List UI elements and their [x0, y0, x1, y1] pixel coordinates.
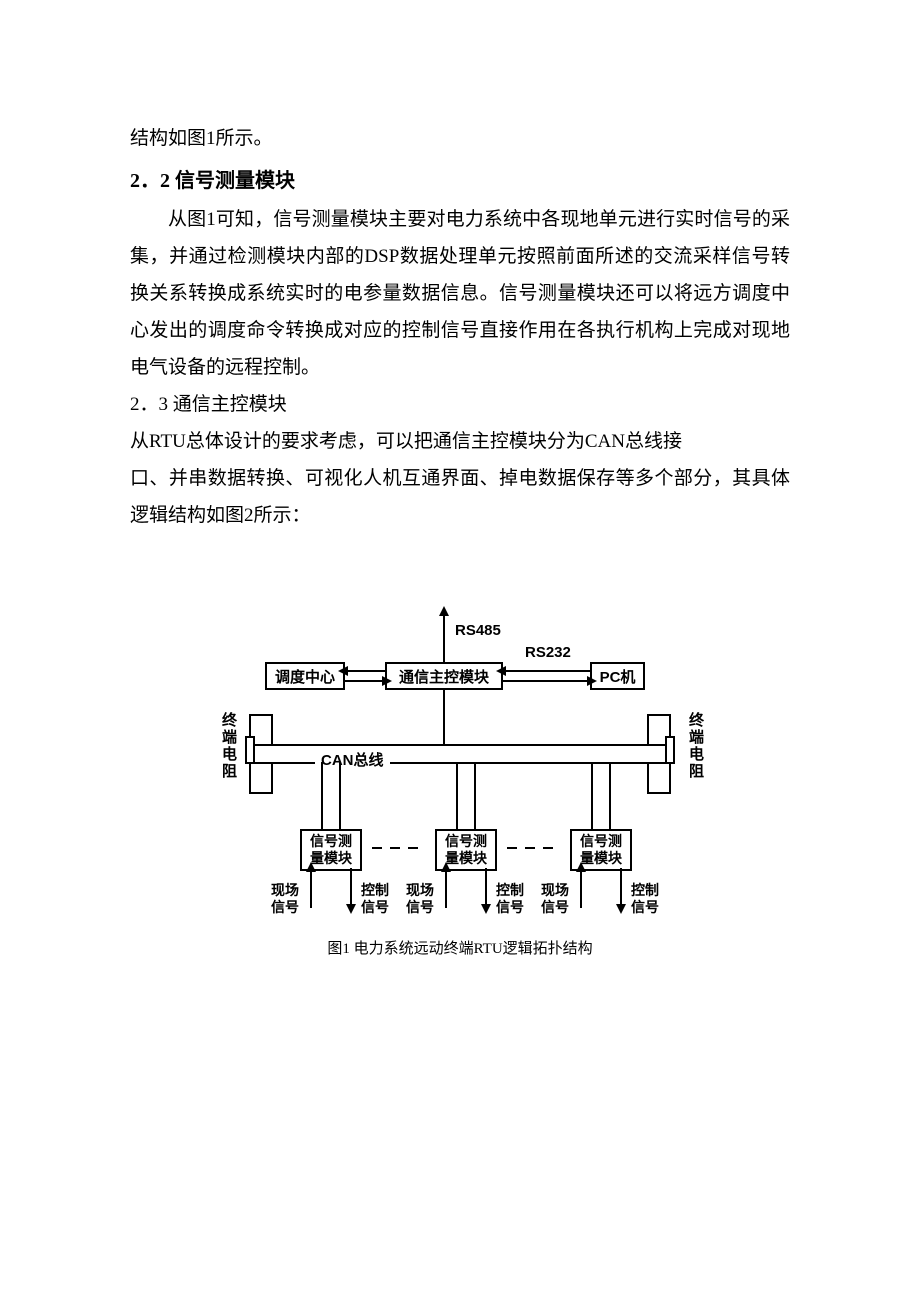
left-resistor-icon: [245, 736, 255, 764]
right-res-bot-line: [669, 764, 671, 794]
section-2-2-body: 从图1可知，信号测量模块主要对电力系统中各现地单元进行实时信号的采集，并通过检测…: [130, 201, 790, 386]
arrow-left-2-icon: [496, 666, 506, 676]
mod3-down-arrow-icon: [616, 904, 626, 914]
mod2-up-arrow-icon: [441, 862, 451, 872]
intro-line: 结构如图1所示。: [130, 120, 790, 157]
right-res-bot-h: [647, 792, 671, 794]
dispatch-center-box: 调度中心: [265, 662, 345, 690]
rs485-line: [443, 614, 445, 662]
arrow-right-icon: [382, 676, 392, 686]
ctrl-signal-label-1: 控制信号: [358, 882, 392, 916]
ctrl-signal-label-2: 控制信号: [493, 882, 527, 916]
left-res-bot-v2: [271, 764, 273, 794]
bus-to-mod1-a: [321, 762, 323, 829]
comm-master-box: 通信主控模块: [385, 662, 503, 690]
signal-module-2-label: 信号测量模块: [445, 833, 487, 866]
dash-2: [390, 847, 400, 849]
site-signal-text-2: 现场信号: [406, 882, 434, 915]
site-signal-label-2: 现场信号: [403, 882, 437, 916]
ctrl-signal-text-3: 控制信号: [631, 882, 659, 915]
figure-1-diagram: RS485 RS232 调度中心 通信主控模块 PC机 CAN总线 终端电阻 终…: [210, 604, 710, 984]
bus-to-mod1-b: [339, 762, 341, 829]
right-term-res-label: 终端电阻: [685, 712, 706, 780]
bus-to-mod2-a: [456, 762, 458, 829]
pc-box: PC机: [590, 662, 645, 690]
dash-3: [408, 847, 418, 849]
right-resistor-icon: [665, 736, 675, 764]
ctrl-signal-text-2: 控制信号: [496, 882, 524, 915]
ctrl-signal-text-1: 控制信号: [361, 882, 389, 915]
mod3-down-line: [620, 868, 622, 908]
site-signal-label-1: 现场信号: [268, 882, 302, 916]
rs485-arrow-icon: [439, 606, 449, 616]
mod1-up-line: [310, 868, 312, 908]
dispatch-comm-line-top: [345, 670, 385, 672]
left-res-bot-h: [249, 792, 273, 794]
mod2-down-line: [485, 868, 487, 908]
left-res-top-v2: [271, 714, 273, 744]
can-bus-top-line: [255, 744, 665, 746]
section-2-2-heading: 2．2 信号测量模块: [130, 161, 790, 201]
rs485-label: RS485: [455, 622, 501, 639]
comm-pc-line-top: [503, 670, 590, 672]
site-signal-text-1: 现场信号: [271, 882, 299, 915]
bus-to-mod2-b: [474, 762, 476, 829]
mod1-down-line: [350, 868, 352, 908]
arrow-left-icon: [338, 666, 348, 676]
mod1-up-arrow-icon: [306, 862, 316, 872]
comm-to-bus-line: [443, 690, 445, 744]
dash-6: [543, 847, 553, 849]
section-2-3-heading: 2．3 通信主控模块: [130, 386, 790, 423]
left-res-top-h: [249, 714, 273, 716]
right-res-top-v2: [647, 714, 649, 744]
signal-module-3-label: 信号测量模块: [580, 833, 622, 866]
dash-5: [525, 847, 535, 849]
arrow-right-2-icon: [587, 676, 597, 686]
right-res-bot-v2: [647, 764, 649, 794]
dispatch-comm-line-bot: [345, 680, 385, 682]
mod1-down-arrow-icon: [346, 904, 356, 914]
bus-to-mod3-a: [591, 762, 593, 829]
dash-4: [507, 847, 517, 849]
bus-to-mod3-b: [609, 762, 611, 829]
left-res-bot-line: [249, 764, 251, 794]
section-2-3-body-a: 从RTU总体设计的要求考虑，可以把通信主控模块分为CAN总线接: [130, 423, 790, 460]
signal-module-1-label: 信号测量模块: [310, 833, 352, 866]
section-2-3-body-b: 口、并串数据转换、可视化人机互通界面、掉电数据保存等多个部分，其具体逻辑结构如图…: [130, 460, 790, 534]
mod3-up-line: [580, 868, 582, 908]
site-signal-text-3: 现场信号: [541, 882, 569, 915]
ctrl-signal-label-3: 控制信号: [628, 882, 662, 916]
left-term-res-label: 终端电阻: [218, 712, 239, 780]
rs232-label: RS232: [525, 644, 571, 661]
can-bus-label: CAN总线: [315, 749, 390, 770]
site-signal-label-3: 现场信号: [538, 882, 572, 916]
figure-1-caption: 图1 电力系统远动终端RTU逻辑拓扑结构: [210, 937, 710, 958]
mod2-up-line: [445, 868, 447, 908]
mod3-up-arrow-icon: [576, 862, 586, 872]
comm-pc-line-bot: [503, 680, 590, 682]
right-res-top-h: [647, 714, 671, 716]
mod2-down-arrow-icon: [481, 904, 491, 914]
dash-1: [372, 847, 382, 849]
